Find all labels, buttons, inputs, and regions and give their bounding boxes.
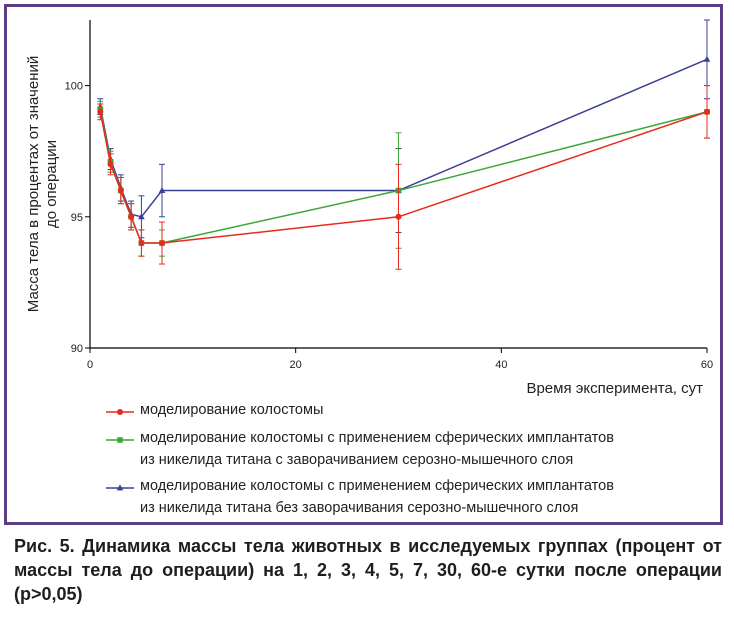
- data-point: [138, 213, 145, 220]
- series-line: [99, 111, 708, 244]
- data-point: [158, 186, 166, 193]
- figure-caption: Рис. 5. Динамика массы тела животных в и…: [14, 536, 722, 604]
- data-point: [138, 240, 145, 247]
- x-tick-label: 20: [290, 359, 302, 371]
- y-axis-label-line1: Масса тела в процентах от значений: [25, 56, 42, 312]
- x-tick-label: 60: [701, 359, 713, 371]
- x-tick-label: 0: [87, 359, 93, 371]
- y-axis-label: Масса тела в процентах от значенийдо опе…: [25, 56, 60, 312]
- y-tick-label: 95: [71, 212, 83, 224]
- series-line: [99, 109, 708, 244]
- data-point: [703, 55, 711, 62]
- line-chart: 90 95 100 0 20 40 60 Масса тела в процентах от …: [25, 19, 713, 397]
- y-tick-label: 100: [65, 81, 83, 93]
- series-3: [96, 19, 711, 239]
- data-point: [107, 161, 114, 168]
- data-point: [97, 108, 104, 115]
- x-axis-label: Время эксперимента, сут: [526, 380, 703, 397]
- series-line: [99, 58, 708, 218]
- y-tick-label: 90: [71, 343, 83, 355]
- legend-label-continued: из никелида титана с заворачиванием серо…: [140, 452, 574, 468]
- legend-label: моделирование колостомы с применением сф…: [140, 430, 614, 446]
- y-axis-label-line2: до операции: [43, 140, 60, 228]
- legend-label: моделирование колостомы с применением сф…: [140, 478, 614, 494]
- legend-swatch: [106, 409, 134, 415]
- legend-label: моделирование колостомы: [140, 402, 324, 418]
- data-point: [117, 187, 124, 194]
- data-point: [158, 240, 165, 247]
- legend-swatch: [106, 484, 134, 491]
- data-point: [128, 213, 135, 220]
- data-point: [395, 213, 402, 220]
- legend-swatch: [106, 437, 134, 443]
- data-point: [704, 108, 710, 115]
- legend-label-continued: из никелида титана без заворачивания сер…: [140, 500, 579, 516]
- series-2: [97, 85, 710, 257]
- figure-frame: [4, 4, 723, 525]
- x-tick-label: 40: [495, 359, 507, 371]
- series-1: [97, 85, 710, 270]
